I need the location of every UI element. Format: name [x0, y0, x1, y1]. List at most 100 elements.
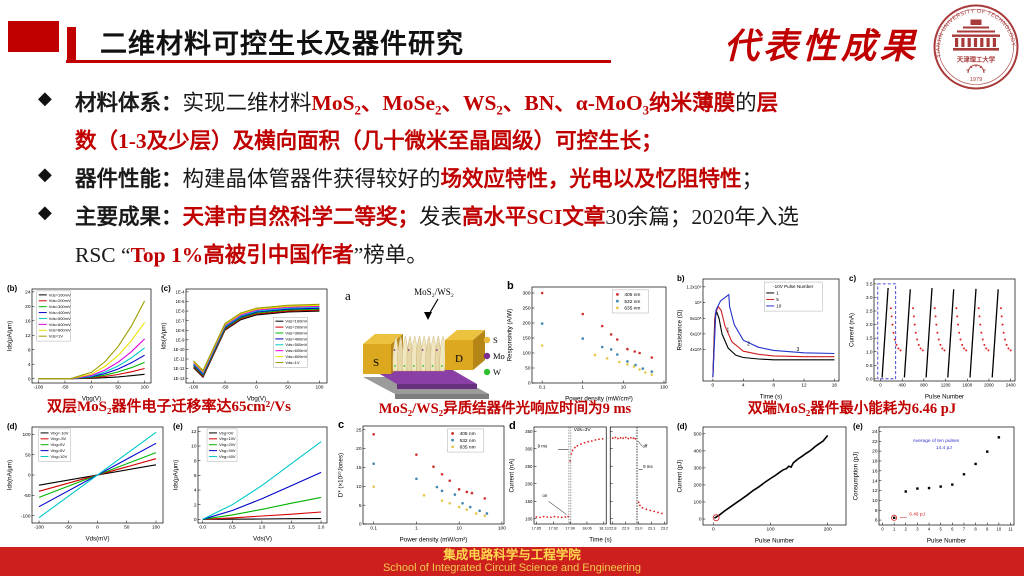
- svg-text:100: 100: [766, 527, 774, 533]
- svg-text:0.1: 0.1: [539, 385, 546, 391]
- university-logo: TIANJIN UNIVERSITY OF TECHNOLOGY 天津理工大学 …: [933, 4, 1019, 90]
- badge-representative-results: 代表性成果: [724, 27, 920, 66]
- svg-text:532 nm: 532 nm: [624, 299, 640, 305]
- svg-text:1.0: 1.0: [259, 525, 266, 531]
- diamond-bullet-icon: ◆: [38, 164, 52, 184]
- svg-text:-100: -100: [21, 513, 31, 519]
- svg-text:Vds=400mV: Vds=400mV: [285, 336, 307, 341]
- svg-text:16: 16: [832, 383, 838, 389]
- drain-label: D: [455, 353, 463, 365]
- diamond-bullet-icon: ◆: [38, 88, 52, 108]
- svg-text:9 ms: 9 ms: [538, 443, 548, 448]
- svg-text:Ids(μA/μm): Ids(μA/μm): [173, 460, 180, 491]
- svg-text:12: 12: [25, 333, 31, 339]
- svg-text:300: 300: [693, 466, 701, 472]
- svg-text:Resistance (Ω): Resistance (Ω): [677, 309, 684, 350]
- svg-text:17.85: 17.85: [532, 527, 542, 531]
- caption-mobility: 双层MoS₂器件电子迁移率达65cm²/Vs: [47, 399, 291, 415]
- svg-text:Vds=800mV: Vds=800mV: [49, 328, 71, 333]
- svg-text:0.5: 0.5: [866, 363, 873, 369]
- svg-text:(e): (e): [853, 422, 863, 431]
- svg-text:3: 3: [916, 527, 919, 532]
- svg-text:12: 12: [801, 383, 807, 389]
- svg-text:Ids(nA/μm): Ids(nA/μm): [7, 460, 14, 490]
- svg-text:Vds=600mV: Vds=600mV: [285, 348, 307, 353]
- svg-text:50: 50: [525, 366, 531, 372]
- svg-text:0: 0: [699, 517, 702, 523]
- caption-min-energy: 双端MoS₂器件最小能耗为6.46 pJ: [747, 401, 957, 417]
- chart-potentiation-depression: 0 400 800 1200 1600 2000 2400 0.0 0.5 1.0 1.5 2.0 2.…: [848, 272, 1020, 400]
- svg-text:Time (s): Time (s): [760, 394, 782, 401]
- svg-text:Power density (mW/cm²): Power density (mW/cm²): [400, 537, 468, 544]
- svg-text:2: 2: [194, 502, 197, 508]
- svg-text:8: 8: [28, 347, 31, 353]
- chart-bilayer-transfer-log: -100 -50 0 50 100 1E-4 1E-5 1E-6 1E-7 1E-8 1E-9 1E-…: [160, 282, 332, 402]
- source-label: S: [373, 357, 379, 369]
- svg-text:405 nm: 405 nm: [460, 431, 476, 437]
- svg-text:300: 300: [522, 291, 530, 297]
- svg-text:1: 1: [415, 526, 418, 532]
- svg-text:8: 8: [194, 458, 197, 464]
- text-segment: 材料体系：: [75, 91, 183, 115]
- svg-text:100: 100: [315, 385, 323, 391]
- svg-text:Responsivity (A/W): Responsivity (A/W): [507, 309, 514, 362]
- svg-text:6: 6: [194, 473, 197, 479]
- svg-text:Vds=1V: Vds=1V: [49, 334, 63, 339]
- svg-text:14: 14: [872, 478, 878, 484]
- svg-text:S: S: [493, 335, 498, 345]
- svg-text:Vds=200mV: Vds=200mV: [49, 298, 71, 303]
- svg-text:d: d: [509, 420, 516, 432]
- text-segment: 层: [756, 91, 779, 115]
- svg-text:(e): (e): [173, 422, 183, 431]
- svg-text:100: 100: [522, 351, 530, 357]
- svg-text:635 nm: 635 nm: [624, 305, 640, 311]
- svg-text:0: 0: [255, 385, 258, 391]
- svg-text:Time (s): Time (s): [589, 537, 611, 544]
- svg-text:0: 0: [881, 527, 884, 532]
- svg-text:Vbg=5V: Vbg=5V: [51, 448, 66, 453]
- bullet-item: ◆ 材料体系：实现二维材料MoS₂、MoSe₂、WS₂、BN、α-MoO₃纳米薄膜…: [38, 84, 994, 160]
- svg-text:-50: -50: [65, 525, 72, 531]
- svg-text:1: 1: [581, 385, 584, 391]
- svg-text:4x10⁸: 4x10⁸: [690, 347, 702, 352]
- bullet-item: ◆ 器件性能：构建晶体管器件获得较好的场效应特性，光电以及忆阻特性；: [38, 160, 994, 198]
- svg-text:1: 1: [727, 328, 730, 334]
- svg-text:2.0: 2.0: [318, 525, 325, 531]
- svg-text:1E-11: 1E-11: [174, 357, 186, 362]
- text-segment: ；: [741, 167, 764, 191]
- svg-text:10: 10: [456, 526, 462, 532]
- svg-text:1600: 1600: [962, 383, 972, 388]
- svg-text:50: 50: [285, 385, 291, 391]
- svg-text:800: 800: [920, 383, 928, 388]
- chart-resistance-relaxation: 0 4 8 12 16 4x10⁸ 6x10⁸ 8x10⁸ 10⁹ 1.2x10⁹ 1 2 3 -10V …: [676, 272, 844, 400]
- svg-text:(c): (c): [161, 284, 171, 293]
- svg-text:Current (pJ): Current (pJ): [677, 459, 684, 492]
- svg-text:100: 100: [498, 526, 506, 532]
- svg-text:10: 10: [621, 385, 627, 391]
- text-segment: Top 1%高被引中国作者: [130, 243, 354, 267]
- svg-text:Vds=200mV: Vds=200mV: [285, 325, 307, 330]
- text-segment: RSC “: [75, 243, 131, 267]
- svg-text:(d): (d): [677, 422, 688, 431]
- footer-school-cn: 集成电路科学与工程学院: [443, 548, 581, 562]
- svg-text:25: 25: [356, 427, 362, 433]
- logo-cn-name: 天津理工大学: [957, 55, 996, 64]
- schematic-letter: a: [345, 288, 351, 303]
- logo-year: 1979: [970, 77, 982, 83]
- text-segment: ”榜单。: [353, 243, 428, 267]
- chart-cumulative-energy: 0 100 200 0 100 200 300 400 500 (d) Pulse Number Cu…: [676, 420, 852, 544]
- svg-text:18: 18: [872, 459, 878, 465]
- svg-text:150: 150: [525, 499, 533, 504]
- arrow-icon: [424, 312, 432, 320]
- svg-text:0: 0: [712, 383, 715, 389]
- svg-text:532 nm: 532 nm: [460, 438, 476, 444]
- svg-text:0: 0: [28, 473, 31, 479]
- svg-text:Vds=500mV: Vds=500mV: [49, 316, 71, 321]
- svg-text:1E-5: 1E-5: [176, 299, 186, 304]
- text-segment: 天津市自然科学二等奖；: [182, 205, 420, 229]
- svg-text:9 ms: 9 ms: [643, 464, 653, 469]
- svg-text:10: 10: [997, 527, 1002, 532]
- svg-text:1E-12: 1E-12: [173, 366, 185, 371]
- svg-text:200: 200: [522, 321, 530, 327]
- svg-text:50: 50: [25, 452, 31, 458]
